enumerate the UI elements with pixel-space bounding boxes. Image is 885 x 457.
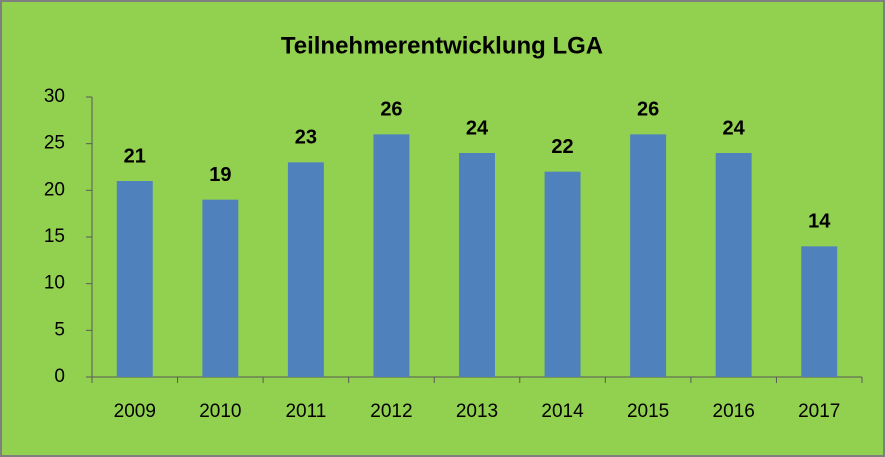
x-tick-label: 2010 bbox=[199, 401, 241, 422]
x-tick-label: 2014 bbox=[541, 401, 584, 422]
chart-title: Teilnehmerentwicklung LGA bbox=[281, 32, 603, 59]
y-tick-label: 0 bbox=[54, 366, 65, 387]
y-tick-label: 20 bbox=[44, 179, 65, 200]
bar bbox=[630, 134, 667, 377]
data-label: 26 bbox=[637, 99, 659, 121]
x-tick-label: 2017 bbox=[798, 401, 840, 422]
bar bbox=[801, 246, 838, 377]
data-label: 24 bbox=[466, 117, 489, 139]
x-tick-label: 2012 bbox=[370, 401, 412, 422]
y-tick-label: 30 bbox=[44, 86, 65, 107]
data-label: 24 bbox=[723, 117, 746, 139]
bar bbox=[544, 171, 581, 377]
data-label: 22 bbox=[551, 136, 573, 158]
x-tick-label: 2013 bbox=[456, 401, 498, 422]
y-tick-label: 5 bbox=[54, 319, 65, 340]
y-tick-label: 25 bbox=[44, 133, 65, 154]
data-label: 14 bbox=[808, 211, 831, 233]
bar bbox=[715, 153, 752, 377]
y-tick-label: 15 bbox=[44, 226, 65, 247]
data-label: 26 bbox=[380, 99, 402, 121]
bar bbox=[116, 181, 153, 377]
x-tick-label: 2009 bbox=[114, 401, 156, 422]
x-tick-label: 2016 bbox=[713, 401, 755, 422]
bar bbox=[287, 162, 324, 377]
x-tick-label: 2011 bbox=[285, 401, 326, 422]
data-label: 21 bbox=[124, 145, 146, 167]
data-label: 23 bbox=[295, 127, 317, 149]
bar bbox=[459, 153, 495, 377]
bar bbox=[202, 199, 239, 377]
x-tick-label: 2015 bbox=[627, 401, 669, 422]
y-tick-label: 10 bbox=[44, 273, 65, 294]
data-label: 19 bbox=[209, 164, 231, 186]
bar bbox=[373, 134, 410, 377]
